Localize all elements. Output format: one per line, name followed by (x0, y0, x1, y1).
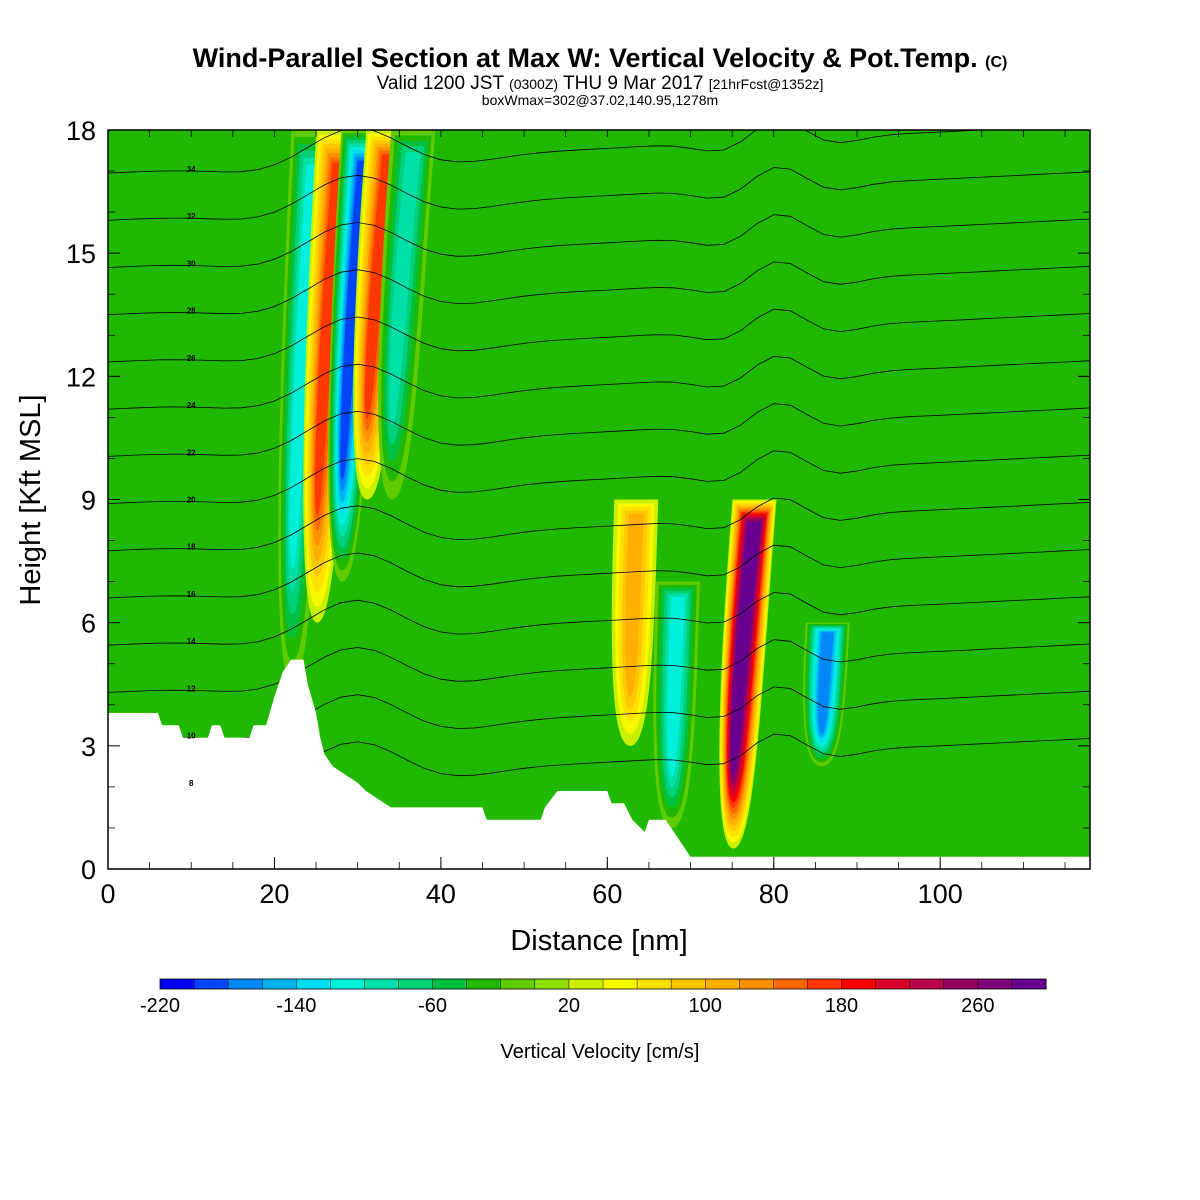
colorbar-swatch (705, 979, 740, 989)
x-tick-label: 0 (100, 879, 115, 909)
colorbar-tick-label: -60 (418, 995, 447, 1017)
theta-contour-line (108, 450, 1090, 504)
colorbar-swatch (568, 979, 604, 989)
y-tick-label: 6 (81, 609, 96, 639)
y-tick-label: 9 (81, 486, 96, 516)
colorbar-swatch (841, 979, 877, 989)
theta-contour-line (108, 403, 1090, 457)
colorbar-tick-label: 20 (558, 995, 580, 1017)
subtitle-fcst: [21hrFcst@1352z] (708, 76, 824, 92)
velocity-feature (378, 130, 436, 500)
colorbar-swatch (1011, 979, 1047, 989)
chart-title: Wind-Parallel Section at Max W: Vertical… (192, 43, 1008, 73)
colorbar-swatch (603, 979, 638, 989)
y-tick-label: 18 (66, 116, 96, 146)
colorbar-swatch (807, 979, 843, 989)
theta-contour-line (108, 214, 1090, 268)
theta-contour-label: 28 (187, 307, 196, 316)
theta-contour-label: 26 (187, 354, 196, 363)
chart-subtitle: Valid 1200 JST (0300Z) THU 9 Mar 2017 [2… (376, 73, 824, 94)
y-tick-label: 0 (81, 855, 96, 885)
theta-contour-label: 20 (187, 496, 196, 505)
velocity-band (625, 514, 644, 697)
colorbar-tick-label: 180 (825, 995, 858, 1017)
colorbar-tick-label: 100 (689, 995, 722, 1017)
colorbar-swatch (398, 979, 434, 989)
colorbar-swatch (534, 979, 570, 989)
colorbar-swatch (364, 979, 400, 989)
velocity-feature (611, 499, 659, 746)
velocity-band (389, 152, 421, 426)
x-tick-label: 60 (592, 879, 622, 909)
y-tick-label: 12 (66, 362, 96, 392)
plot-field (108, 130, 1090, 869)
theta-contour-label: 18 (187, 543, 196, 552)
velocity-band (731, 523, 760, 768)
theta-contour-label: 16 (187, 590, 196, 599)
colorbar-swatch (773, 979, 808, 989)
colorbar-swatch (943, 979, 979, 989)
colorbar-swatch (671, 979, 706, 989)
chart-box-info: boxWmax=302@37.02,140.95,1278m (481, 92, 719, 108)
theta-contour-line (108, 261, 1090, 316)
colorbar-swatch (739, 979, 774, 989)
theta-contour-label: 34 (187, 165, 196, 174)
colorbar-swatch (500, 979, 536, 989)
theta-contour-line (108, 544, 1090, 599)
theta-contour-line (108, 639, 1090, 693)
colorbar-swatch (160, 979, 195, 989)
chart-title-tag: (C) (985, 54, 1008, 71)
velocity-feature (803, 622, 850, 767)
x-axis-title: Distance [nm] (510, 925, 687, 957)
velocity-feature (719, 499, 777, 849)
theta-contour-line (108, 130, 991, 174)
theta-contour-line (108, 355, 1090, 410)
terrain-mask (108, 659, 1090, 869)
theta-contour-label: 10 (187, 732, 196, 741)
x-tick-label: 80 (759, 879, 789, 909)
theta-contour-line (108, 592, 1090, 646)
colorbar-swatch (875, 979, 911, 989)
theta-contour-line (108, 167, 1090, 221)
theta-contour-label: 30 (187, 259, 196, 268)
y-tick-label: 3 (81, 732, 96, 762)
colorbar-swatch (262, 979, 297, 989)
colorbar-tick-label: -140 (276, 995, 316, 1017)
colorbar-title: Vertical Velocity [cm/s] (501, 1041, 700, 1063)
theta-contour-label: 14 (187, 637, 196, 646)
theta-contour-line (108, 308, 1090, 363)
colorbar-tick-label: 260 (961, 995, 994, 1017)
theta-contour-line (108, 497, 1090, 552)
y-axis-title: Height [Kft MSL] (15, 394, 47, 605)
velocity-field (278, 130, 850, 849)
velocity-band (667, 597, 685, 777)
velocity-band (817, 632, 834, 735)
colorbar: -220 -140 -60 20 100 180 260 (140, 978, 1047, 1017)
colorbar-swatch (977, 979, 1013, 989)
x-tick-label: 100 (918, 879, 963, 909)
x-tick-label: 40 (426, 879, 456, 909)
theta-contour-label: 32 (187, 212, 196, 221)
theta-contour-label: 24 (187, 401, 196, 410)
y-tick-label: 15 (66, 239, 96, 269)
colorbar-swatch (296, 979, 331, 989)
colorbar-swatch (330, 979, 365, 989)
colorbar-swatch (466, 979, 502, 989)
axes: 0 20 40 60 80 100 0 3 6 9 12 15 18 (66, 116, 1090, 909)
theta-contour-label: 22 (187, 448, 196, 457)
colorbar-swatch (637, 979, 672, 989)
contour-labels: 8 10 12 14 16 18 20 22 24 26 28 30 32 34 (187, 165, 196, 788)
x-tick-label: 20 (259, 879, 289, 909)
colorbar-tick-label: -220 (140, 995, 180, 1017)
colorbar-swatch (432, 979, 468, 989)
colorbar-swatch (228, 979, 263, 989)
colorbar-swatch (194, 979, 229, 989)
theta-contour-label: 12 (187, 684, 196, 693)
colorbar-swatch (909, 979, 945, 989)
subtitle-utc: (0300Z) (509, 76, 559, 92)
theta-contour-label: 8 (189, 779, 194, 788)
